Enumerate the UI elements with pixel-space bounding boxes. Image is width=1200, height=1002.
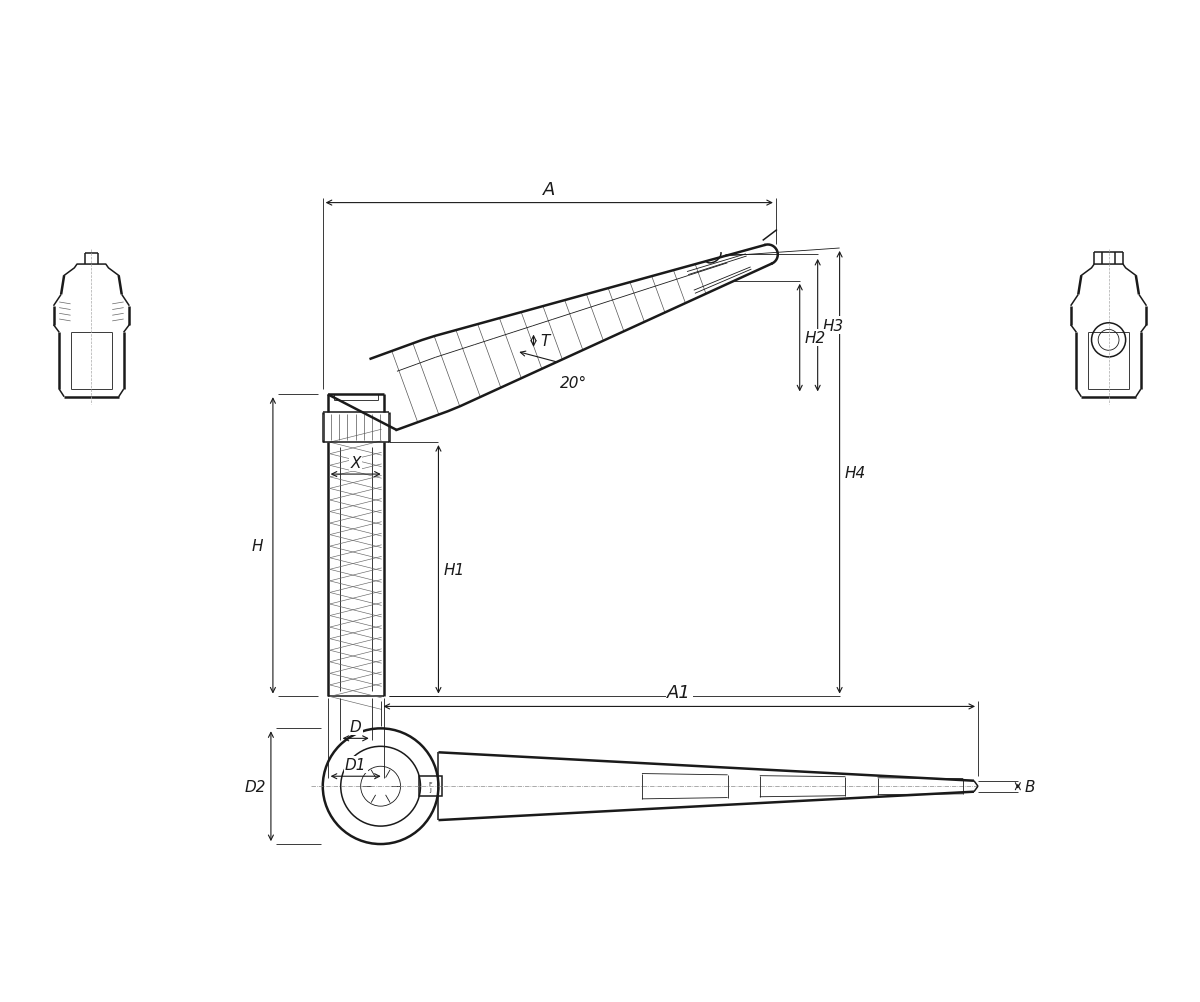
Text: H1: H1	[444, 562, 466, 577]
Text: A1: A1	[667, 683, 691, 701]
Text: A: A	[544, 180, 556, 198]
Text: D1: D1	[344, 758, 366, 772]
Bar	[419, 777, 443, 797]
Text: 20°: 20°	[560, 376, 587, 391]
Text: H4: H4	[845, 465, 866, 480]
Text: T: T	[541, 334, 550, 349]
Text: H2: H2	[805, 331, 827, 346]
Text: D: D	[350, 719, 361, 734]
Text: F
J: F J	[428, 781, 432, 792]
Polygon shape	[371, 245, 772, 431]
Text: D2: D2	[245, 779, 265, 794]
Text: X: X	[350, 455, 361, 470]
Text: H: H	[251, 538, 263, 553]
Text: B: B	[1025, 779, 1036, 794]
Text: H3: H3	[823, 319, 845, 334]
